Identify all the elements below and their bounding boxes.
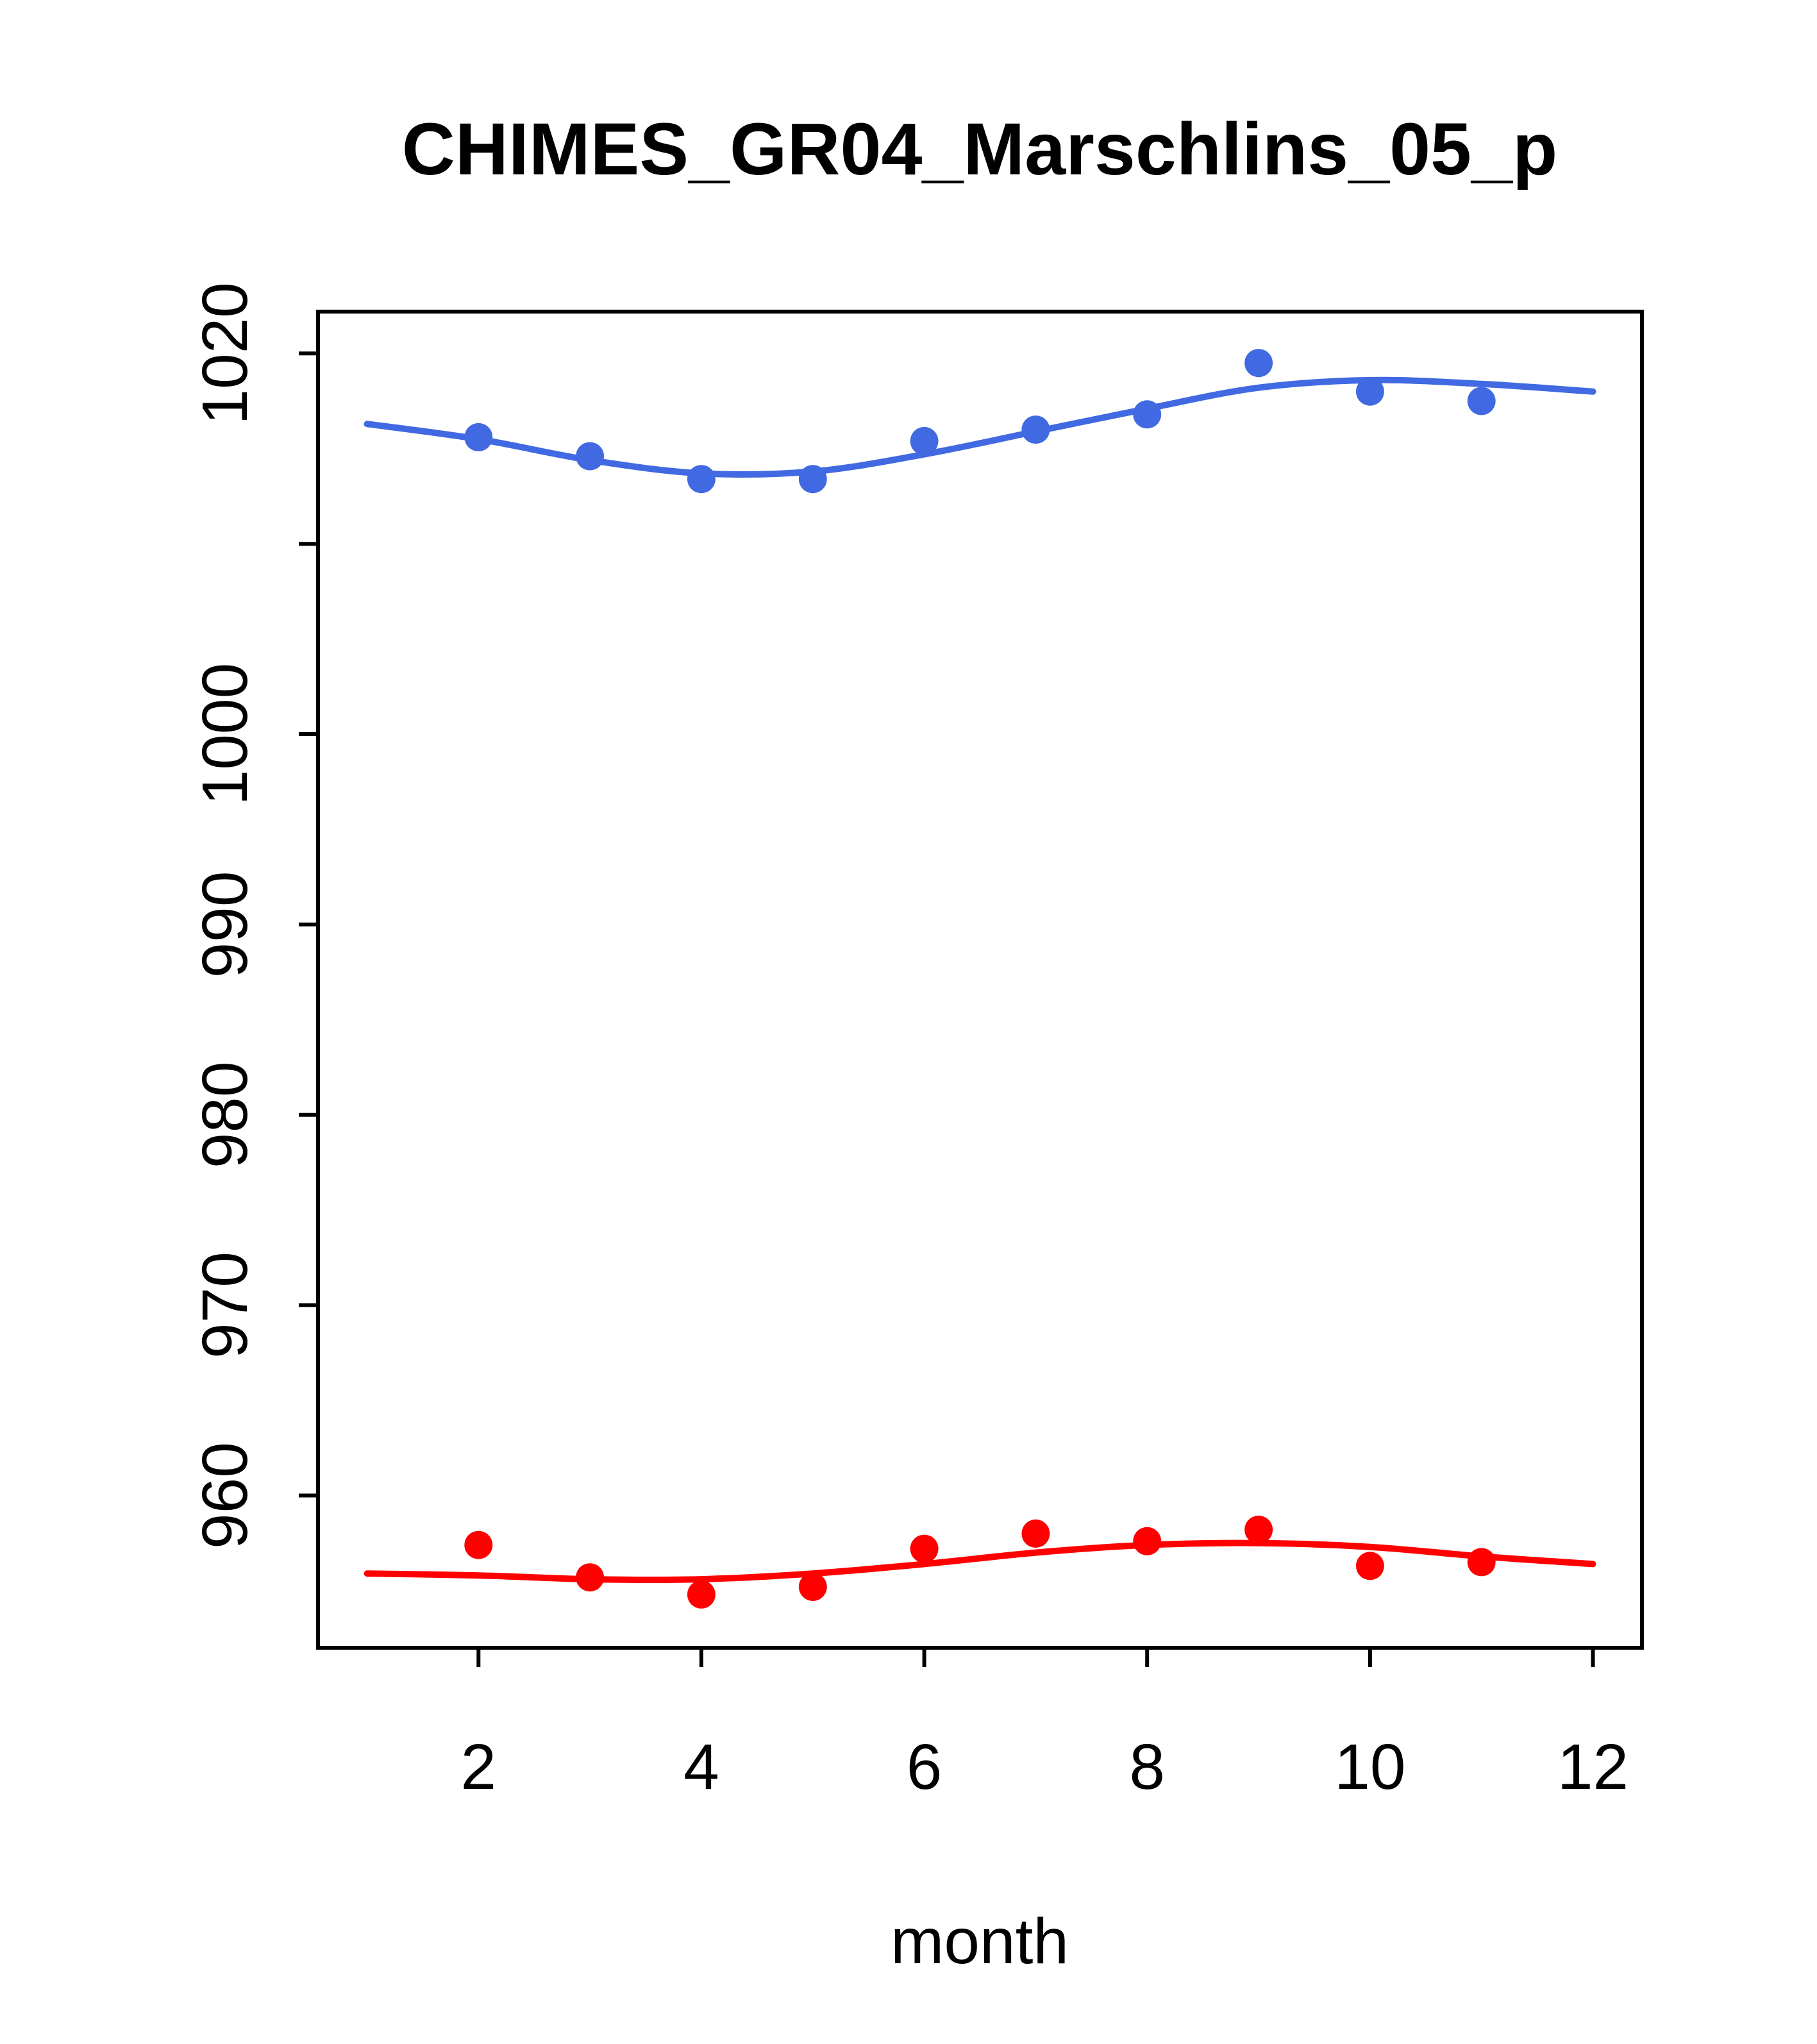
lower-red-points-marker — [576, 1563, 605, 1592]
x-tick-label: 12 — [1557, 1731, 1629, 1803]
x-tick-label: 10 — [1334, 1731, 1405, 1803]
y-tick-label: 970 — [189, 1252, 261, 1359]
upper-blue-points-marker — [576, 442, 605, 471]
upper-blue-points-marker — [1467, 387, 1496, 415]
lower-red-points-marker — [910, 1534, 939, 1563]
x-axis-label: month — [891, 1906, 1069, 1977]
lower-red-points-marker — [687, 1580, 716, 1609]
lower-red-points-marker — [1355, 1552, 1384, 1580]
y-tick-label: 960 — [189, 1442, 261, 1549]
plot-area: 2 4 6 8 10 12 960 970 980 990 1000 1020 — [189, 282, 1644, 1803]
upper-blue-points-marker — [1355, 377, 1384, 406]
x-tick-label: 8 — [1129, 1731, 1165, 1803]
lower-red-points-marker — [1467, 1548, 1496, 1577]
lower-red-points-marker — [798, 1573, 827, 1601]
lower-red-points-marker — [464, 1530, 493, 1559]
lower-red-points-marker — [1244, 1515, 1273, 1544]
y-tick-label: 1020 — [189, 282, 261, 424]
lower-red-smooth-line — [364, 1539, 1596, 1584]
chart-title: CHIMES_GR04_Marschlins_05_p — [402, 108, 1557, 190]
upper-blue-points-marker — [464, 423, 493, 451]
upper-blue-points-marker — [1133, 400, 1162, 429]
x-tick-label: 6 — [907, 1731, 942, 1803]
plot-border — [316, 310, 1644, 1650]
lower-red-points-marker — [1021, 1519, 1050, 1548]
upper-blue-points-marker — [1244, 349, 1273, 378]
y-tick-label: 980 — [189, 1061, 261, 1168]
y-tick-label: 1000 — [189, 663, 261, 805]
x-tick-label: 4 — [683, 1731, 719, 1803]
upper-blue-points-marker — [798, 465, 827, 494]
upper-blue-points-marker — [910, 426, 939, 455]
upper-blue-points-marker — [687, 465, 716, 494]
upper-blue-smooth-line — [364, 376, 1596, 478]
lower-red-points-marker — [1133, 1527, 1162, 1555]
upper-blue-points-marker — [1021, 415, 1050, 444]
x-tick-label: 2 — [460, 1731, 496, 1803]
y-tick-label: 990 — [189, 871, 261, 978]
